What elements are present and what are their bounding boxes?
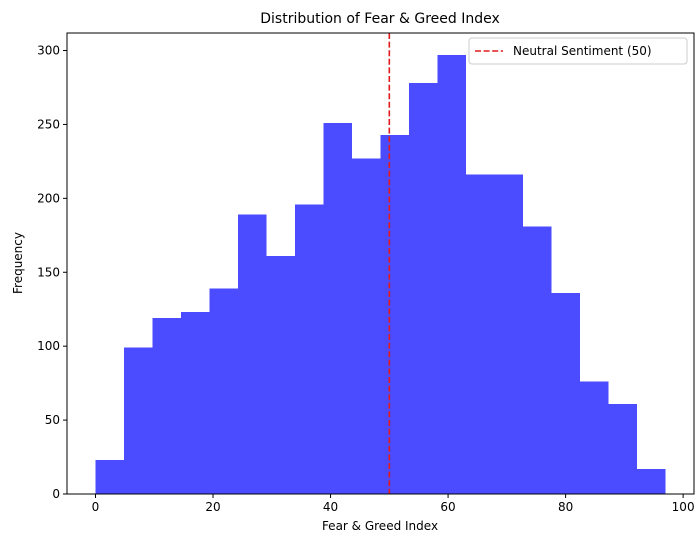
x-tick-label: 0 (92, 500, 100, 514)
histogram-bar (494, 174, 523, 495)
histogram-bar (551, 292, 580, 494)
x-tick-label: 40 (323, 500, 338, 514)
histogram-bar (409, 83, 438, 494)
histogram-bar (523, 226, 552, 495)
y-tick-label: 100 (37, 339, 60, 353)
histogram-bar (266, 255, 295, 494)
y-axis-ticks: 0 50 100 150 200 250 300 (37, 44, 67, 501)
histogram-bar (152, 318, 181, 494)
histogram-bar (437, 54, 466, 494)
y-tick-label: 200 (37, 191, 60, 205)
histogram-bar (295, 204, 324, 495)
y-tick-label: 250 (37, 117, 60, 131)
histogram-bar (380, 134, 409, 494)
y-tick-label: 0 (52, 487, 60, 501)
histogram-bar (466, 174, 495, 495)
x-tick-label: 100 (672, 500, 695, 514)
x-tick-label: 20 (205, 500, 220, 514)
x-tick-label: 80 (558, 500, 573, 514)
histogram-bar (637, 468, 666, 494)
y-tick-label: 300 (37, 44, 60, 58)
x-tick-label: 60 (440, 500, 455, 514)
histogram-bar (209, 288, 238, 494)
histogram-bar (580, 381, 609, 494)
x-axis-ticks: 0 20 40 60 80 100 (92, 494, 695, 514)
histogram-bar (352, 158, 381, 494)
histogram-bar (95, 459, 124, 494)
histogram-bar (323, 122, 352, 494)
y-axis-label: Frequency (11, 232, 25, 294)
histogram-bar (124, 347, 153, 494)
y-tick-label: 50 (45, 413, 60, 427)
chart-title: Distribution of Fear & Greed Index (260, 11, 500, 27)
plot-frame (66, 32, 695, 495)
y-tick-label: 150 (37, 265, 60, 279)
histogram-bars (95, 54, 666, 495)
legend: Neutral Sentiment (50) (468, 37, 688, 65)
histogram-bar (608, 403, 637, 494)
legend-entry-neutral: Neutral Sentiment (50) (513, 44, 652, 58)
histogram-bar (238, 214, 267, 494)
x-axis-label: Fear & Greed Index (322, 519, 438, 533)
legend-frame (468, 37, 688, 65)
histogram-bar (181, 312, 210, 494)
